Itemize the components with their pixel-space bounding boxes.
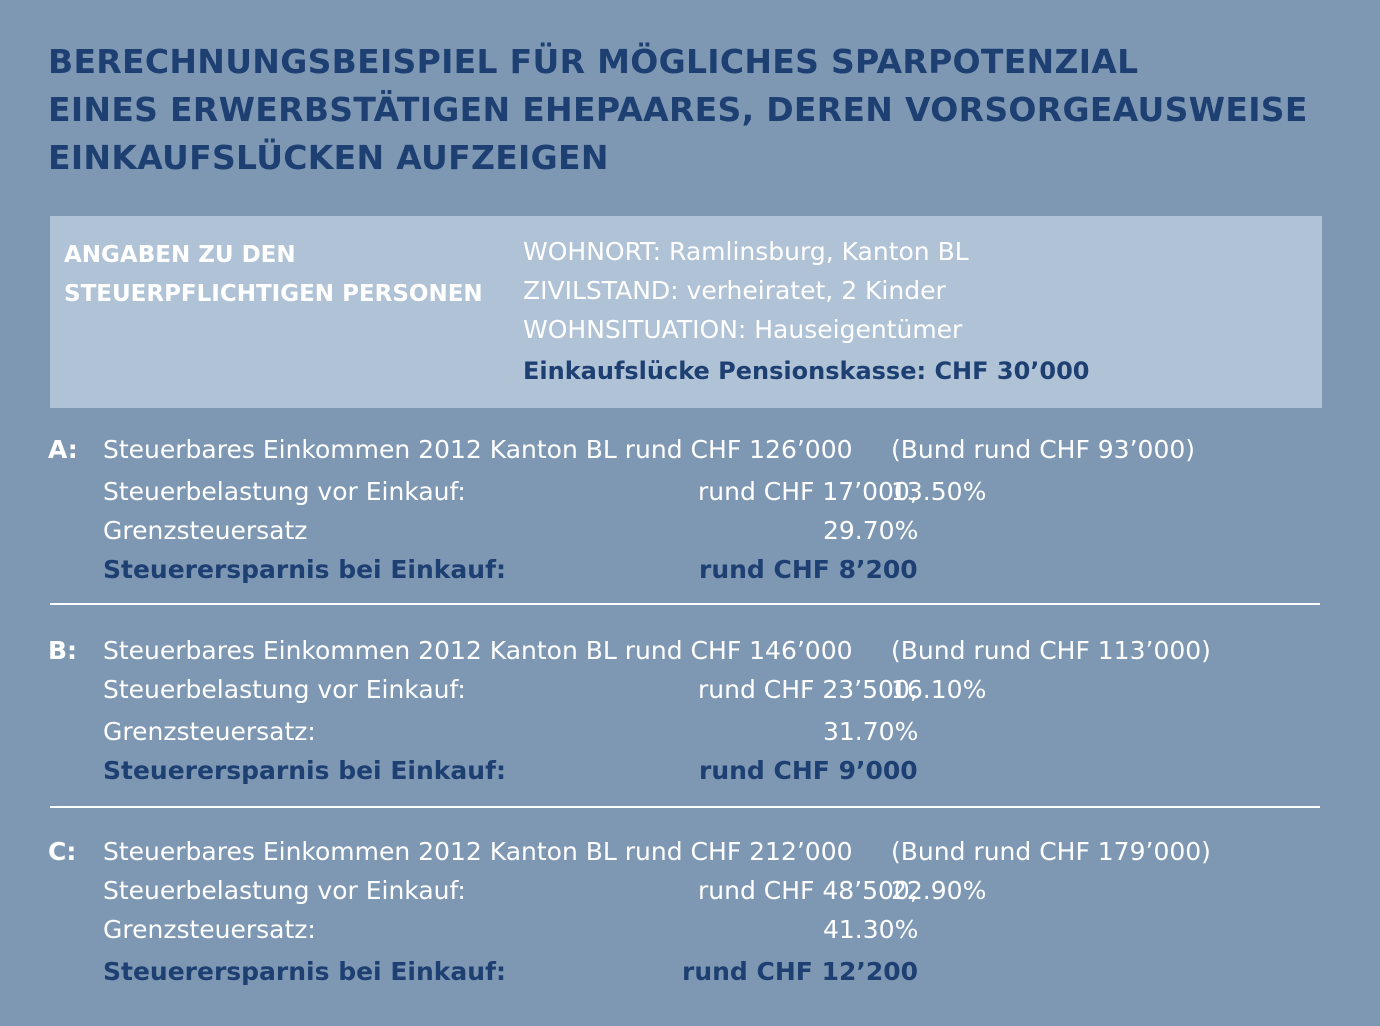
burden-value: rund CHF 23’500, xyxy=(698,675,918,704)
info-label-line-2: STEUERPFLICHTIGEN PERSONEN xyxy=(64,281,483,307)
title-line-3: EINKAUFSLÜCKEN AUFZEIGEN xyxy=(48,138,609,177)
marginal-value: 41.30% xyxy=(823,915,919,944)
info-label: ANGABEN ZU DEN STEUERPFLICHTIGEN PERSONE… xyxy=(64,236,483,314)
title-line-1: BERECHNUNGSBEISPIEL FÜR MÖGLICHES SPARPO… xyxy=(48,42,1139,81)
saving-value: rund CHF 12’200 xyxy=(682,957,919,986)
burden-value: rund CHF 17’000, xyxy=(698,477,918,506)
burden-label: Steuerbelastung vor Einkauf: xyxy=(103,675,466,704)
example-letter: B: xyxy=(48,636,78,665)
saving-label: Steuerersparnis bei Einkauf: xyxy=(103,555,506,584)
example-letter: A: xyxy=(48,435,78,464)
taxpayer-info-box: ANGABEN ZU DEN STEUERPFLICHTIGEN PERSONE… xyxy=(50,216,1322,408)
info-einkaufsluecke: Einkaufslücke Pensionskasse: CHF 30’000 xyxy=(523,357,1090,385)
income-label: Steuerbares Einkommen 2012 Kanton BL run… xyxy=(103,837,853,866)
example-letter: C: xyxy=(48,837,77,866)
income-label: Steuerbares Einkommen 2012 Kanton BL run… xyxy=(103,636,853,665)
divider xyxy=(50,603,1320,605)
income-bund: (Bund rund CHF 93’000) xyxy=(891,435,1196,464)
marginal-label: Grenzsteuersatz xyxy=(103,516,308,545)
burden-percent: 13.50% xyxy=(891,477,987,506)
title-line-2: EINES ERWERBSTÄTIGEN EHEPAARES, DEREN VO… xyxy=(48,90,1308,129)
burden-label: Steuerbelastung vor Einkauf: xyxy=(103,477,466,506)
marginal-value: 29.70% xyxy=(823,516,919,545)
info-values: WOHNORT: Ramlinsburg, Kanton BL ZIVILSTA… xyxy=(523,232,1090,391)
burden-percent: 16.10% xyxy=(891,675,987,704)
info-wohnsituation: WOHNSITUATION: Hauseigentümer xyxy=(523,315,963,344)
divider xyxy=(50,806,1320,808)
income-label: Steuerbares Einkommen 2012 Kanton BL run… xyxy=(103,435,853,464)
marginal-label: Grenzsteuersatz: xyxy=(103,717,316,746)
info-wohnort: WOHNORT: Ramlinsburg, Kanton BL xyxy=(523,237,969,266)
burden-value: rund CHF 48’500, xyxy=(698,876,918,905)
saving-value: rund CHF 9’000 xyxy=(699,756,918,785)
info-label-line-1: ANGABEN ZU DEN xyxy=(64,242,296,268)
saving-value: rund CHF 8’200 xyxy=(699,555,918,584)
page-title: BERECHNUNGSBEISPIEL FÜR MÖGLICHES SPARPO… xyxy=(48,38,1308,182)
burden-label: Steuerbelastung vor Einkauf: xyxy=(103,876,466,905)
marginal-label: Grenzsteuersatz: xyxy=(103,915,316,944)
marginal-value: 31.70% xyxy=(823,717,919,746)
income-bund: (Bund rund CHF 113’000) xyxy=(891,636,1211,665)
info-zivilstand: ZIVILSTAND: verheiratet, 2 Kinder xyxy=(523,276,946,305)
saving-label: Steuerersparnis bei Einkauf: xyxy=(103,756,506,785)
income-bund: (Bund rund CHF 179’000) xyxy=(891,837,1211,866)
saving-label: Steuerersparnis bei Einkauf: xyxy=(103,957,506,986)
burden-percent: 22.90% xyxy=(891,876,987,905)
